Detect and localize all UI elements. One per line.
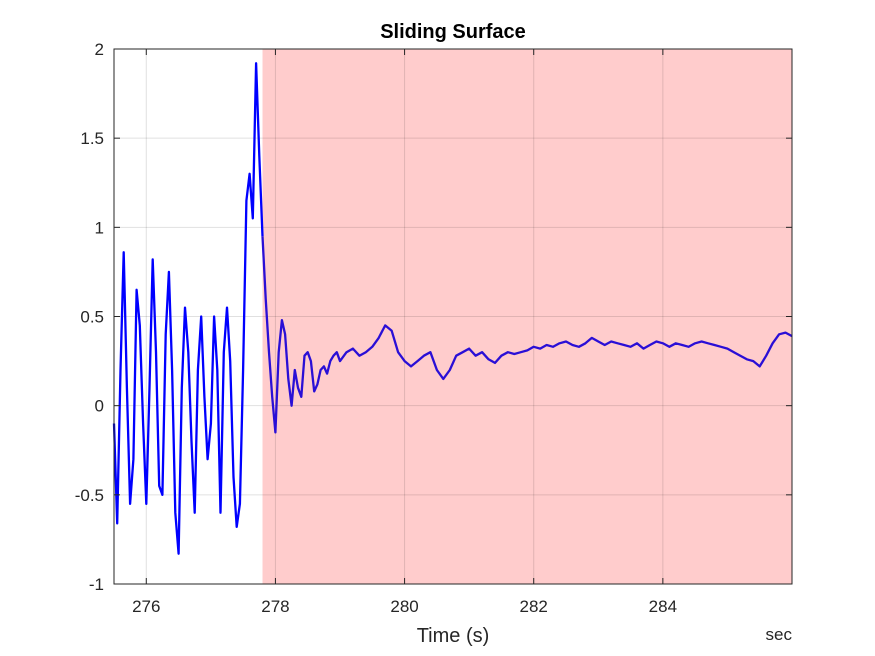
axes-frame (113, 48, 793, 585)
y-tick-label: 0 (95, 397, 104, 416)
y-tick-label: -0.5 (75, 486, 104, 505)
chart-title: Sliding Surface (380, 21, 526, 43)
x-tick-label: 276 (132, 597, 160, 616)
series-line-before (112, 62, 264, 555)
y-tick-label: 2 (95, 40, 104, 59)
series-lines (112, 62, 793, 555)
highlight-rect (262, 49, 792, 584)
x-tick-label: 280 (390, 597, 418, 616)
x-unit-label: sec (766, 625, 793, 644)
x-axis-label: Time (s) (417, 625, 490, 647)
x-tick-labels: 276 278 280 282 284 (132, 597, 677, 616)
y-tick-label: 1.5 (80, 129, 104, 148)
y-tick-label: 1 (95, 218, 104, 237)
y-tick-labels: -1 -0.5 0 0.5 1 1.5 2 (75, 40, 104, 594)
series-line-after (261, 236, 793, 434)
highlight-region (262, 49, 792, 584)
y-tick-label: 0.5 (80, 308, 104, 327)
y-tick-label: -1 (89, 575, 104, 594)
x-tick-label: 284 (649, 597, 677, 616)
x-tick-label: 282 (520, 597, 548, 616)
x-tick-label: 278 (261, 597, 289, 616)
